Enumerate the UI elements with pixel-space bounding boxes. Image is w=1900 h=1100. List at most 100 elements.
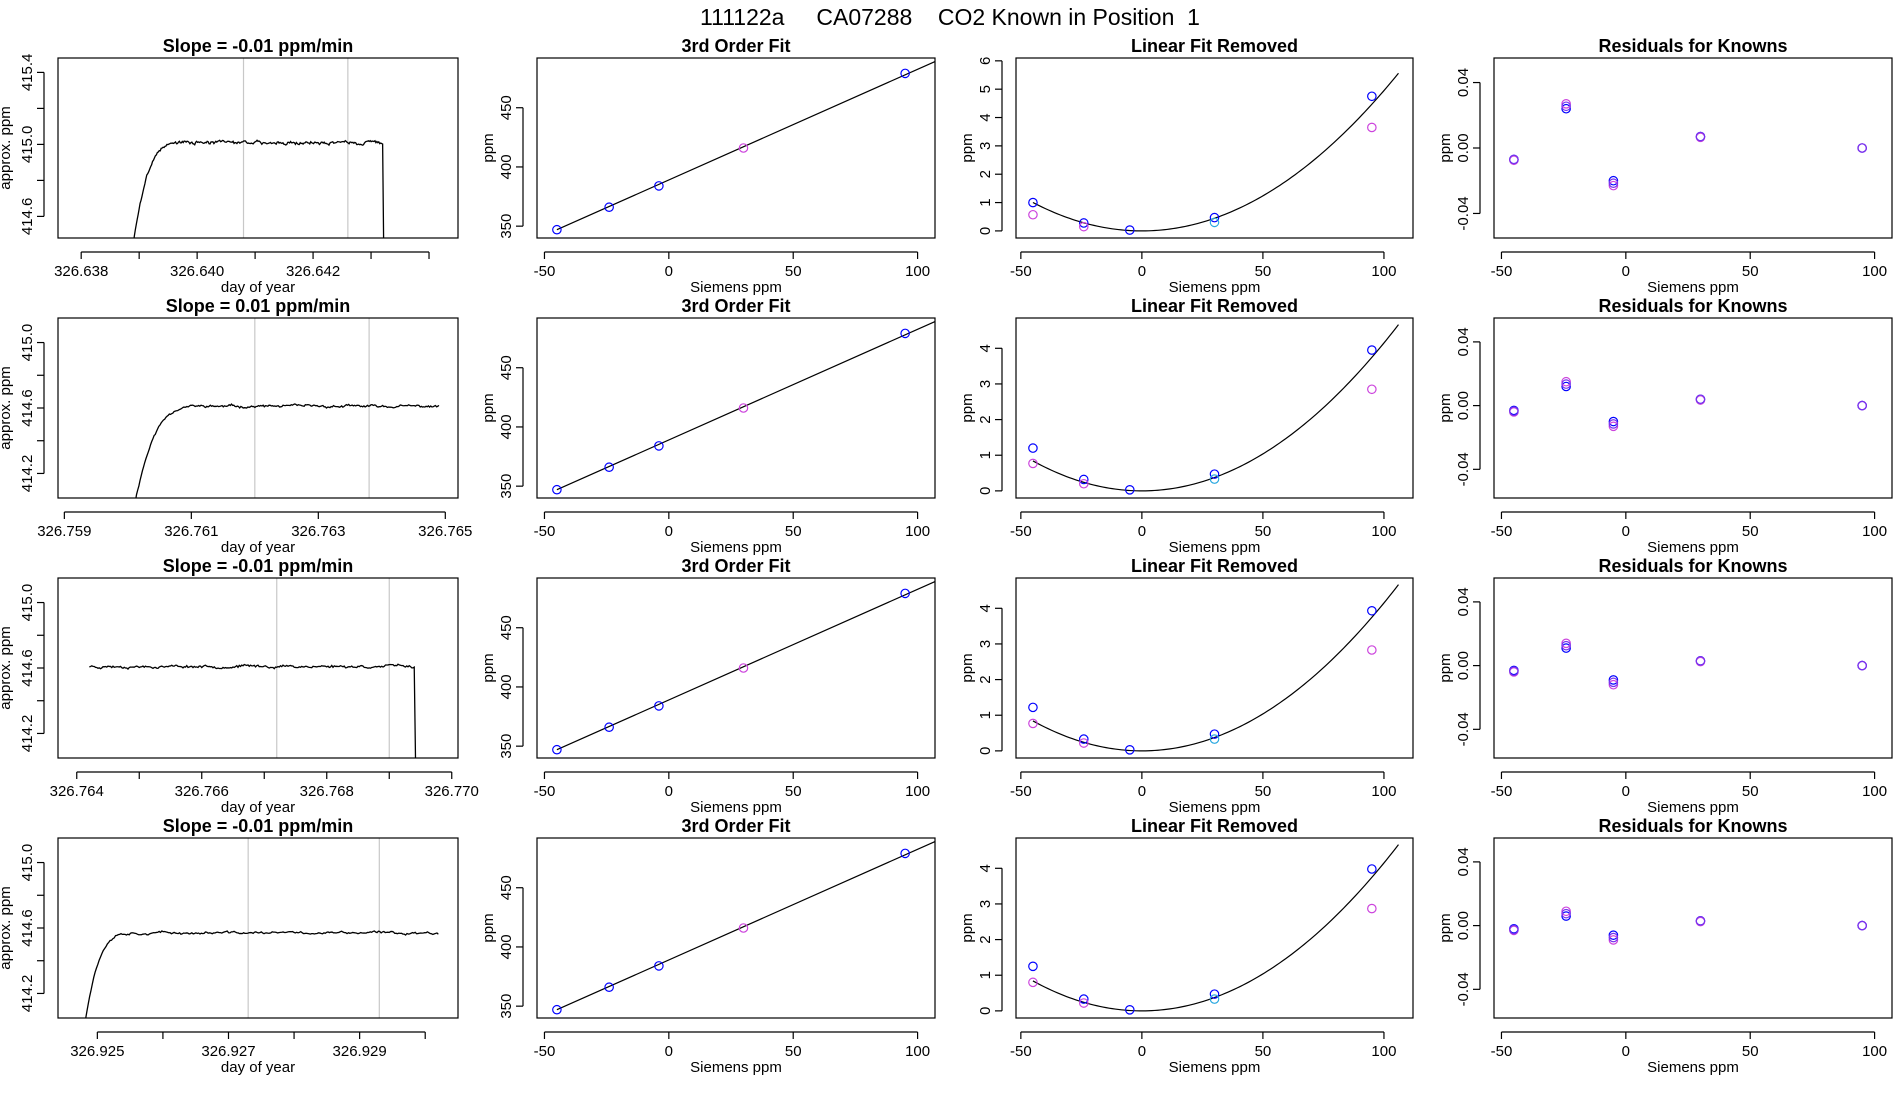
panel-3-3-x-tick-label: -50 (1010, 783, 1032, 800)
panel-1-4-point-purple (1509, 154, 1519, 165)
panel-3-3-y-tick-label: 2 (977, 675, 994, 683)
panel-1-3-y-tick-label: 6 (977, 57, 994, 65)
panel-2-4-y-tick-label: -0.04 (1455, 452, 1472, 486)
panel-1-3-point-magenta (1078, 221, 1089, 232)
panel-3-3-x-label: Siemens ppm (1169, 799, 1261, 816)
panel-4-4-point-purple (1561, 908, 1571, 919)
panel-2-3-point-blue (1028, 443, 1038, 453)
panel-2-2-point-blue (604, 462, 614, 473)
panel-2-4-x-tick-label: 100 (1862, 523, 1887, 540)
panel-2-4-point-blue (1608, 416, 1619, 427)
panel-1-2-frame (536, 57, 936, 239)
panel-4-4-title: Residuals for Knowns (1598, 816, 1787, 836)
panel-1-1-y-tick-label: 414.6 (19, 198, 36, 236)
panel-4-1-x-tick-label: 326.927 (201, 1043, 255, 1060)
panel-3-4-y-tick-label: -0.04 (1455, 712, 1472, 746)
panel-2-2-x-label: Siemens ppm (690, 539, 782, 556)
panel-2-2-frame (536, 317, 936, 499)
panel-4-3-title: Linear Fit Removed (1131, 816, 1298, 836)
panel-4-3-point-blue (1124, 1005, 1135, 1015)
panel-3-4-point-blue (1608, 675, 1619, 685)
panel-3-2-frame (536, 577, 936, 759)
panel-3-4-point-blue (1561, 643, 1571, 653)
panel-4-3-frame (1015, 837, 1414, 1019)
panel-2-1-title: Slope = 0.01 ppm/min (166, 296, 351, 316)
panel-1-4-x-tick-label: -50 (1491, 263, 1513, 280)
panel-3-1-x-tick-label: 326.768 (300, 783, 354, 800)
panel-2-2-point-blue (552, 484, 562, 495)
panel-2-1-x-label: day of year (221, 539, 295, 556)
panel-2-2-fit-line (556, 321, 935, 491)
panel-3-4-point-purple (1561, 640, 1571, 651)
panel-3-2-x-tick-label: -50 (534, 783, 556, 800)
panel-4-3-point-blue (1209, 989, 1220, 999)
panel-1-1-x-tick-label: 326.642 (286, 263, 340, 280)
panel-4-4-x-tick-label: -50 (1491, 1043, 1513, 1060)
panel-3-3-point-blue (1028, 702, 1038, 713)
panel-4-3-y-label: ppm (959, 913, 976, 942)
panel-1-4-point-purple (1695, 131, 1706, 142)
panel-1-1-y-label: approx. ppm (0, 106, 14, 189)
panel-1-2-x-tick-label: 0 (665, 263, 673, 280)
panel-2-4-x-label: Siemens ppm (1647, 539, 1739, 556)
panel-3-2-point-blue (900, 588, 910, 599)
panel-4-4-x-tick-label: 50 (1742, 1043, 1759, 1060)
panel-2-4-x-tick-label: 0 (1622, 523, 1630, 540)
panel-2-4-point-purple (1695, 394, 1706, 405)
panel-3-1-x-tick-label: 326.770 (425, 783, 479, 800)
panel-3-2-y-tick-label: 350 (498, 734, 515, 759)
panel-1-2-y-tick-label: 450 (498, 95, 515, 120)
panel-1-3-point-blue (1367, 91, 1377, 102)
panel-4-4-y-label: ppm (1437, 913, 1454, 942)
panel-2-3-point-magenta (1078, 478, 1089, 489)
panel-2-2-x-tick-label: -50 (534, 523, 556, 540)
panel-1-3-x-tick-label: 50 (1255, 263, 1272, 280)
panel-4-2-point-blue (604, 982, 614, 993)
panel-3-3-y-tick-label: 4 (977, 604, 994, 612)
panel-4-2-x-label: Siemens ppm (690, 1059, 782, 1076)
panel-4-2-point-blue (552, 1004, 562, 1015)
panel-2-4-point-magenta (1561, 376, 1571, 387)
panel-1-2-y-tick-label: 400 (498, 154, 515, 179)
panel-2-3-point-blue (1124, 485, 1135, 495)
panel-2-4-point-purple (1608, 419, 1619, 429)
panel-1-3-y-tick-label: 1 (977, 198, 994, 206)
panel-1-4-y-tick-label: 0.04 (1455, 68, 1472, 97)
panel-1-1-y-tick-label: 415.4 (19, 54, 36, 92)
panel-4-1-y-label: approx. ppm (0, 886, 14, 969)
panel-3-3-y-label: ppm (959, 653, 976, 682)
panel-2-2-x-tick-label: 50 (785, 523, 802, 540)
panel-2-3-x-tick-label: -50 (1010, 523, 1032, 540)
panel-1-1-frame (57, 57, 459, 239)
panel-1-3-point-blue (1028, 197, 1038, 208)
panel-3-1-y-tick-label: 415.0 (19, 584, 36, 622)
panel-3-2-x-tick-label: 50 (785, 783, 802, 800)
panel-3-3-point-magenta (1078, 738, 1089, 748)
panel-3-1-y-tick-label: 414.2 (19, 715, 36, 753)
panel-4-2-x-tick-label: 100 (905, 1043, 930, 1060)
panel-1-1-title: Slope = -0.01 ppm/min (163, 36, 354, 56)
panel-4-1-frame (57, 837, 459, 1019)
panel-2-3-y-tick-label: 2 (977, 415, 994, 423)
panel-4-4-point-blue (1608, 930, 1619, 940)
panel-1-4-y-label: ppm (1437, 133, 1454, 162)
panel-4-2-frame (536, 837, 936, 1019)
panel-4-2-y-tick-label: 400 (498, 934, 515, 959)
panel-1-1-x-tick-label: 326.638 (54, 263, 108, 280)
panel-3-1-y-label: approx. ppm (0, 626, 14, 709)
panel-4-2-x-tick-label: 50 (785, 1043, 802, 1060)
panel-4-1-title: Slope = -0.01 ppm/min (163, 816, 354, 836)
panel-2-3-point-magenta (1367, 384, 1377, 395)
panel-1-4-point-blue (1561, 103, 1571, 114)
panel-4-4-point-purple (1608, 932, 1619, 943)
panel-1-4-point-magenta (1608, 180, 1619, 191)
panel-4-2-x-tick-label: -50 (534, 1043, 556, 1060)
panel-3-3-y-tick-label: 3 (977, 640, 994, 648)
panel-1-3-x-tick-label: 0 (1138, 263, 1146, 280)
panel-4-4-point-blue (1561, 911, 1571, 921)
panel-2-2-y-tick-label: 350 (498, 474, 515, 499)
panel-3-4-frame (1493, 577, 1893, 759)
panel-2-3-y-label: ppm (959, 393, 976, 422)
panel-4-3-fit-curve (1032, 844, 1399, 1012)
panel-4-2-point-blue (900, 848, 910, 859)
